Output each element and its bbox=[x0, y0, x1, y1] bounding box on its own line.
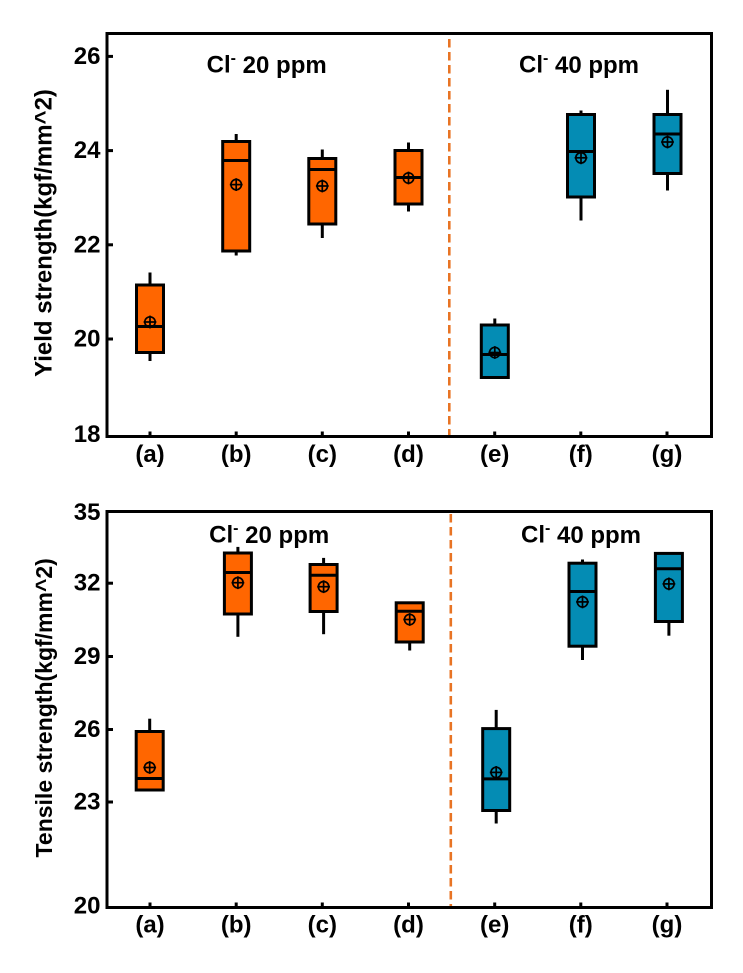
svg-text:Cl- 40 ppm: Cl- 40 ppm bbox=[519, 50, 639, 79]
svg-text:(b): (b) bbox=[221, 911, 252, 938]
svg-text:20: 20 bbox=[74, 893, 101, 920]
svg-text:(b): (b) bbox=[221, 441, 252, 468]
svg-text:(e): (e) bbox=[480, 441, 509, 468]
svg-text:22: 22 bbox=[74, 231, 101, 258]
svg-text:(f): (f) bbox=[569, 911, 593, 938]
svg-text:(d): (d) bbox=[393, 911, 424, 938]
svg-text:(e): (e) bbox=[480, 911, 509, 938]
svg-text:(c): (c) bbox=[308, 441, 337, 468]
svg-text:35: 35 bbox=[74, 499, 101, 526]
svg-text:32: 32 bbox=[74, 570, 101, 597]
svg-text:20: 20 bbox=[74, 326, 101, 353]
svg-text:18: 18 bbox=[74, 421, 101, 448]
svg-text:(f): (f) bbox=[569, 441, 593, 468]
svg-text:Yield strength(kgf/mm^2): Yield strength(kgf/mm^2) bbox=[31, 89, 58, 377]
svg-text:(a): (a) bbox=[135, 911, 164, 938]
svg-text:24: 24 bbox=[74, 137, 101, 164]
svg-text:Cl- 20 ppm: Cl- 20 ppm bbox=[209, 520, 329, 549]
svg-text:(g): (g) bbox=[652, 911, 683, 938]
svg-text:(c): (c) bbox=[308, 911, 337, 938]
svg-text:26: 26 bbox=[74, 43, 101, 70]
svg-text:Tensile strength(kgf/mm^2): Tensile strength(kgf/mm^2) bbox=[31, 558, 57, 857]
svg-text:Cl- 20 ppm: Cl- 20 ppm bbox=[207, 50, 327, 79]
svg-text:(a): (a) bbox=[135, 441, 164, 468]
svg-text:Cl- 40 ppm: Cl- 40 ppm bbox=[521, 520, 641, 549]
svg-text:29: 29 bbox=[74, 643, 101, 670]
svg-text:23: 23 bbox=[74, 789, 101, 816]
svg-text:(g): (g) bbox=[652, 441, 683, 468]
svg-text:(d): (d) bbox=[393, 441, 424, 468]
svg-text:26: 26 bbox=[74, 716, 101, 743]
